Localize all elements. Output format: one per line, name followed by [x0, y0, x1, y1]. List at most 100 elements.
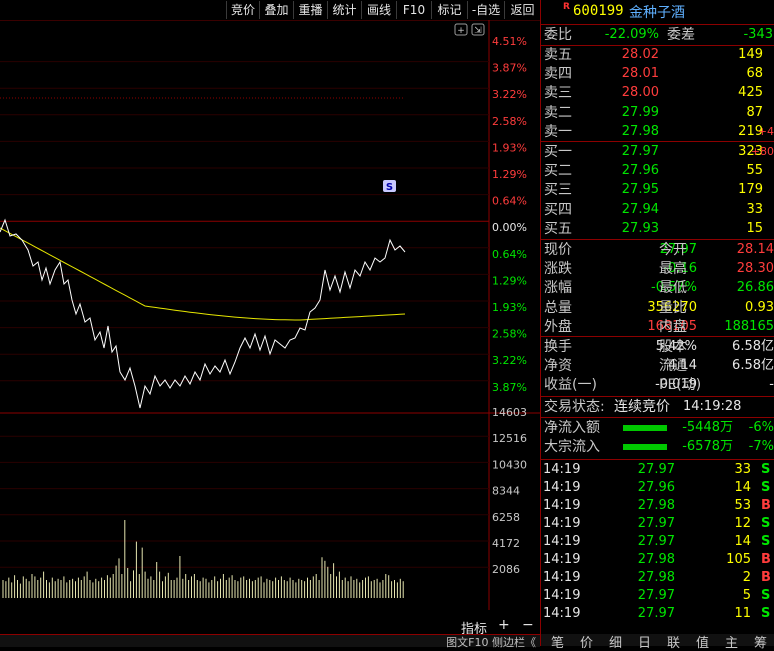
tick-price: 27.97 [637, 588, 675, 603]
remove-watchlist-button[interactable]: -自选 [467, 1, 504, 19]
remove-indicator-button[interactable]: − [522, 617, 534, 633]
quote-row: 外盘 168105 内盘 188165 [541, 318, 774, 336]
tick-row[interactable]: 14:19 27.98 105 B [541, 551, 774, 569]
flow-value: -5448万 [682, 420, 733, 435]
stock-code: 600199 [573, 3, 624, 19]
flow-bar [623, 444, 667, 451]
level-price: 28.00 [621, 85, 659, 101]
tick-volume: 12 [734, 516, 751, 531]
bid-level[interactable]: 买三 27.95 179 [541, 181, 774, 199]
volume-bars [2, 520, 404, 598]
tick-side: S [761, 516, 771, 531]
ask-level[interactable]: 卖四 28.01 68 [541, 65, 774, 83]
level-change: +80 [750, 145, 774, 158]
stock-name[interactable]: 金种子酒 [629, 5, 685, 21]
ask-level[interactable]: 卖三 28.00 425 [541, 84, 774, 102]
tick-time: 14:19 [543, 570, 581, 585]
tick-row[interactable]: 14:19 27.96 14 S [541, 479, 774, 497]
margin-badge: R [563, 2, 570, 12]
add-indicator-button[interactable]: + [498, 617, 510, 633]
overlay-button[interactable]: 叠加 [259, 1, 293, 19]
tick-row[interactable]: 14:19 27.97 33 S [541, 461, 774, 479]
bid-level[interactable]: 买四 27.94 33 [541, 201, 774, 219]
flow-pct: -6% [748, 420, 774, 435]
panel-tab[interactable]: 主 [725, 636, 739, 651]
quote-label: 内盘 [659, 318, 687, 335]
f10-button[interactable]: F10 [396, 1, 431, 19]
tick-volume: 14 [734, 534, 751, 549]
ask-level[interactable]: 卖五 28.02 149 [541, 46, 774, 64]
panel-tab[interactable]: 日 [638, 636, 652, 651]
price-axis-label: 1.29% [492, 168, 527, 181]
draw-line-button[interactable]: 画线 [361, 1, 396, 19]
ask-level[interactable]: 卖一 27.98 219 +4 [541, 123, 774, 141]
quote-label: 总量 [544, 299, 572, 316]
level-label: 卖二 [544, 104, 572, 121]
level-label: 卖四 [544, 66, 572, 83]
panel-tab[interactable]: 联 [667, 636, 681, 651]
panel-tab[interactable]: 筹 [754, 636, 768, 651]
quote-label: 现价 [544, 242, 572, 258]
status-strip-text[interactable]: 图文F10 侧边栏《 [446, 636, 536, 649]
bid-level[interactable]: 买五 27.93 15 [541, 220, 774, 238]
quote-value: 356270 [647, 299, 697, 315]
tick-row[interactable]: 14:19 27.97 12 S [541, 515, 774, 533]
sell-signal-marker[interactable]: S [383, 180, 396, 193]
level-price: 28.01 [621, 66, 659, 82]
tick-row[interactable]: 14:19 27.98 53 B [541, 497, 774, 515]
price-axis-label: 3.22% [492, 88, 527, 101]
flow-bar [623, 425, 667, 431]
auction-button[interactable]: 竞价 [226, 1, 259, 19]
tick-price: 27.98 [637, 552, 675, 567]
quote-value: -0.57% [651, 280, 697, 296]
replay-button[interactable]: 重播 [293, 1, 327, 19]
quote-value: 168105 [647, 318, 697, 334]
commission-ratio-value: -22.09% [604, 27, 659, 42]
tick-side: S [761, 534, 771, 549]
flow-value: -6578万 [682, 439, 733, 455]
bid-level[interactable]: 买二 27.96 55 [541, 162, 774, 180]
indicator-button[interactable]: 指标 [461, 622, 488, 637]
mark-button[interactable]: 标记 [431, 1, 467, 19]
svg-text:+: + [457, 26, 465, 36]
quote-label: 涨幅 [544, 280, 572, 297]
fundamental-row: 净资 4.14 流通 6.58亿 [541, 357, 774, 375]
chart-toolbar: 竞价 叠加 重播 统计 画线 F10 标记 -自选 返回 [0, 0, 540, 21]
tick-row[interactable]: 14:19 27.97 14 S [541, 533, 774, 551]
tick-row[interactable]: 14:19 27.97 11 S [541, 605, 774, 623]
level-volume: 219 [738, 123, 763, 139]
quote-value: 26.86 [736, 280, 774, 296]
level-volume: 425 [738, 85, 763, 101]
tick-volume: 53 [734, 498, 751, 513]
tick-row[interactable]: 14:19 27.97 5 S [541, 587, 774, 605]
ask-level[interactable]: 卖二 27.99 87 [541, 104, 774, 122]
volume-axis-label: 6258 [492, 511, 520, 524]
level-label: 买五 [544, 220, 572, 237]
average-price-line [0, 227, 406, 321]
panel-tab[interactable]: 细 [609, 636, 623, 651]
quote-label: 最高 [659, 261, 687, 278]
zoom-out-icon[interactable]: ⇲ [471, 23, 485, 36]
level-price: 28.02 [621, 47, 659, 62]
quote-value: 28.30 [736, 261, 774, 277]
price-axis-label: 4.51% [492, 35, 527, 48]
panel-tab[interactable]: 价 [580, 636, 594, 651]
back-button[interactable]: 返回 [504, 1, 540, 19]
tick-row[interactable]: 14:19 27.98 2 B [541, 569, 774, 587]
tick-time: 14:19 [543, 534, 581, 549]
stats-button[interactable]: 统计 [327, 1, 361, 19]
level-price: 27.95 [621, 182, 659, 198]
intraday-chart[interactable]: + ⇲ 4.51% 3.87% 3.22% 2.58% 1.93% 1.29% 0.64% 0… [0, 20, 540, 620]
price-axis-label: 1.93% [492, 141, 527, 154]
price-axis-label: 2.58% [492, 328, 527, 341]
tick-volume: 33 [734, 462, 751, 477]
tick-side: S [761, 462, 771, 477]
panel-tab[interactable]: 值 [696, 636, 710, 651]
level-price: 27.93 [621, 220, 659, 236]
price-axis-label: 0.64% [492, 248, 527, 261]
zoom-in-icon[interactable]: + [454, 23, 468, 36]
bid-level[interactable]: 买一 27.97 323 +80 [541, 143, 774, 161]
level-price: 27.97 [621, 144, 659, 159]
panel-tab[interactable]: 笔 [551, 636, 565, 651]
fundamental-label: 换手 [544, 339, 572, 355]
